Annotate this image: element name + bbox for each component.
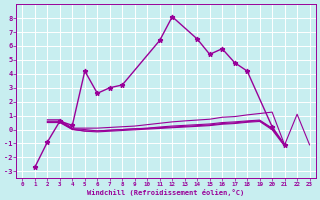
X-axis label: Windchill (Refroidissement éolien,°C): Windchill (Refroidissement éolien,°C) xyxy=(87,189,244,196)
